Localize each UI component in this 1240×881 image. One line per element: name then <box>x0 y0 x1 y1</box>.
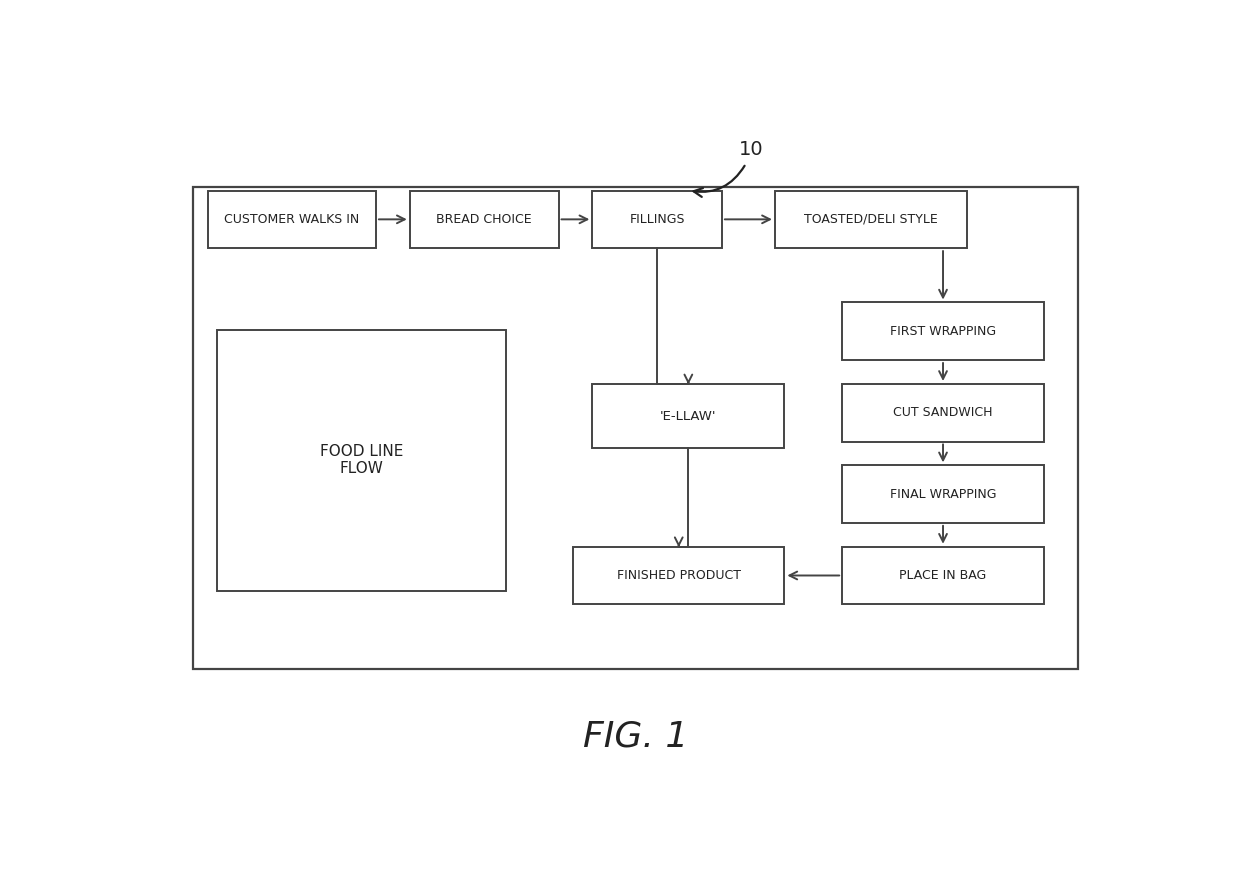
Text: FIRST WRAPPING: FIRST WRAPPING <box>890 325 996 337</box>
Text: FINISHED PRODUCT: FINISHED PRODUCT <box>616 569 740 582</box>
FancyBboxPatch shape <box>775 190 967 248</box>
Text: PLACE IN BAG: PLACE IN BAG <box>899 569 987 582</box>
Text: 'E-LLAW': 'E-LLAW' <box>660 410 717 423</box>
Text: 10: 10 <box>739 140 763 159</box>
Text: FILLINGS: FILLINGS <box>630 213 684 226</box>
Text: TOASTED/DELI STYLE: TOASTED/DELI STYLE <box>804 213 937 226</box>
Text: CUT SANDWICH: CUT SANDWICH <box>893 406 993 419</box>
FancyBboxPatch shape <box>208 190 376 248</box>
Text: CUSTOMER WALKS IN: CUSTOMER WALKS IN <box>224 213 360 226</box>
FancyBboxPatch shape <box>573 546 785 604</box>
FancyBboxPatch shape <box>409 190 559 248</box>
FancyBboxPatch shape <box>842 465 1044 523</box>
FancyBboxPatch shape <box>593 384 785 448</box>
FancyBboxPatch shape <box>593 190 722 248</box>
Text: FIG. 1: FIG. 1 <box>583 720 688 753</box>
Text: FINAL WRAPPING: FINAL WRAPPING <box>890 487 996 500</box>
FancyBboxPatch shape <box>842 302 1044 360</box>
FancyBboxPatch shape <box>842 546 1044 604</box>
FancyBboxPatch shape <box>193 187 1078 669</box>
FancyBboxPatch shape <box>217 329 506 591</box>
Text: BREAD CHOICE: BREAD CHOICE <box>436 213 532 226</box>
Text: FOOD LINE
FLOW: FOOD LINE FLOW <box>320 444 403 477</box>
FancyBboxPatch shape <box>842 384 1044 441</box>
